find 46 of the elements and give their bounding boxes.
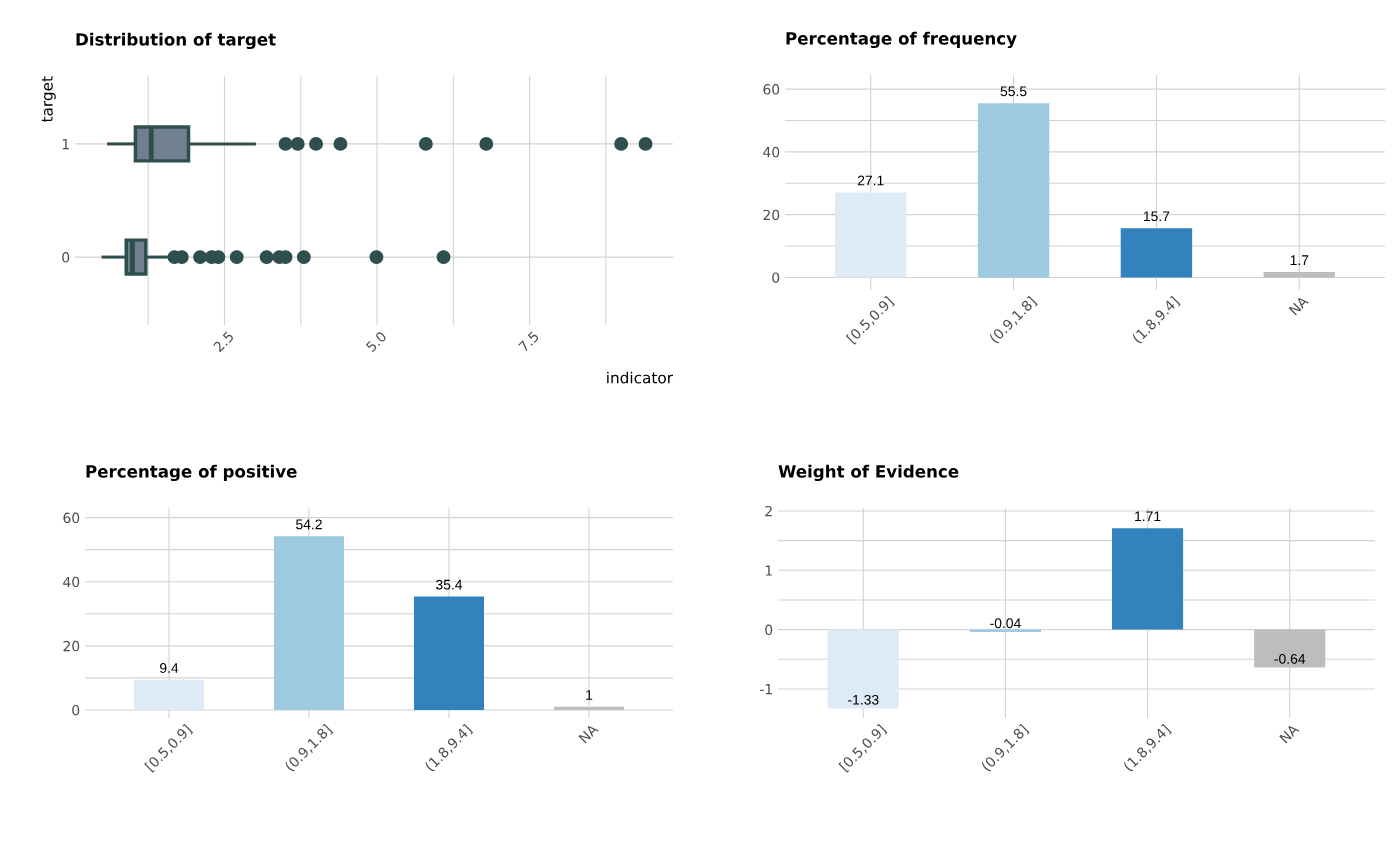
data-label: -1.33 [848,694,879,705]
bar [1120,228,1193,278]
x-tick-label: 2.5 [212,330,235,353]
y-tick-label: 20 [763,209,780,221]
bar [554,706,624,710]
bar [1263,272,1335,278]
y-tick-label: -1 [759,684,772,695]
y-tick-label: 20 [63,640,80,652]
x-tick-label: NA [1288,295,1309,316]
y-tick-label: 40 [63,576,80,588]
bar [274,536,344,710]
chart-title: Weight of Evidence [778,464,959,482]
chart-title: Percentage of positive [86,464,297,482]
y-tick-label: 2 [765,505,772,517]
data-label: -0.04 [990,618,1021,629]
bar [134,679,204,710]
x-tick-label: 5.0 [365,330,388,353]
data-label: -0.64 [1274,653,1306,664]
y-tick-label: 40 [763,146,780,158]
data-label: 1 [586,690,593,700]
x-axis-title: indicator [607,371,673,384]
y-tick-label: 60 [63,512,80,524]
data-label: 1.7 [1290,255,1309,265]
data-label: 55.5 [1000,86,1027,97]
x-tick-label: 7.5 [518,331,540,353]
y-tick-label: 1 [765,565,772,576]
y-tick-label: 1 [62,139,69,150]
data-label: 54.2 [296,519,322,530]
y-tick-label: 0 [62,252,70,263]
data-label: 9.4 [160,663,179,673]
y-tick-label: 0 [765,624,773,636]
data-label: 27.1 [857,175,884,186]
x-tick-label: NA [578,723,599,744]
data-label: 1.71 [1135,511,1161,522]
data-label: 15.7 [1143,211,1170,222]
bar [977,103,1050,278]
data-label: 35.4 [436,579,463,590]
y-axis-title: target [41,76,56,123]
chart-title: Percentage of frequency [786,31,1017,49]
y-tick-label: 60 [763,84,780,95]
bar [835,192,907,278]
bar [414,596,484,710]
y-tick-label: 0 [72,704,80,716]
x-tick-label: NA [1279,723,1300,744]
y-tick-label: 0 [772,272,780,283]
chart-title: Distribution of target [76,32,276,50]
